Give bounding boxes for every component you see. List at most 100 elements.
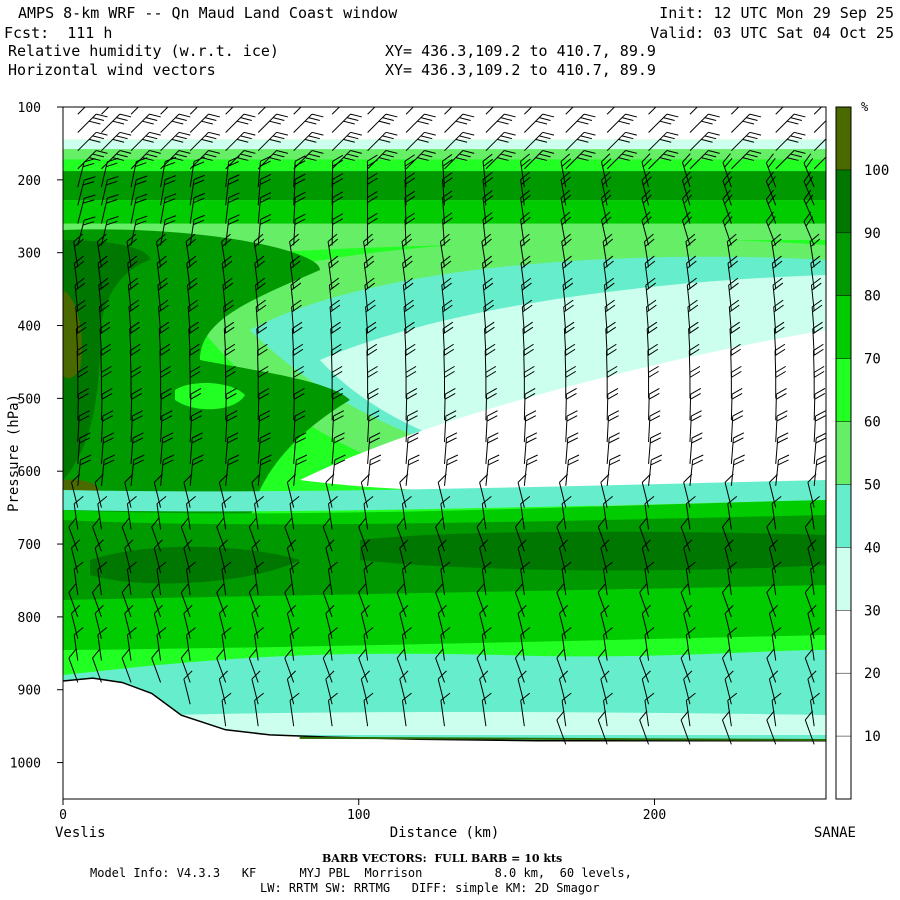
wind-barb-10-13-flag-0 — [521, 277, 532, 286]
wind-barb-14-7 — [293, 365, 304, 399]
wind-barb-8-12 — [481, 233, 492, 268]
wind-barb-2-13-flag-0 — [542, 131, 555, 136]
colorbar-swatch-4 — [836, 358, 851, 422]
wind-barb-3-2-flag-2 — [142, 157, 154, 161]
wind-barb-7-4-shaft — [189, 219, 195, 246]
wind-barb-14-16-flag-1 — [648, 370, 659, 378]
wind-barb-25-3-shaft — [153, 613, 162, 639]
wind-barb-24-9-shaft — [358, 592, 369, 618]
wind-barb-23-20 — [810, 561, 820, 596]
wind-barb-25-15 — [600, 604, 610, 639]
wind-barb-2-4-flag-0 — [208, 131, 220, 136]
wind-barb-29-8-shaft — [328, 700, 333, 727]
wind-barb-12-15-flag-0 — [605, 321, 616, 330]
wind-barb-11-12-flag-0 — [483, 299, 494, 308]
wind-barb-25-5-flag-0 — [219, 604, 228, 614]
wind-barb-9-1-flag-0 — [97, 255, 108, 264]
wind-barb-3-5-flag-0 — [243, 150, 256, 154]
wind-barb-20-10 — [401, 496, 412, 530]
wind-barb-4-0-shaft — [77, 161, 85, 188]
wind-barb-8-3-flag-0 — [156, 233, 166, 242]
wind-barb-25-2 — [124, 604, 134, 639]
wind-barb-8-4 — [185, 233, 197, 268]
wind-barb-3-6-flag-0 — [276, 150, 289, 154]
wind-barb-2-19-flag-1 — [790, 135, 803, 140]
rh-region-mid-10 — [175, 383, 245, 410]
wind-barb-8-20 — [809, 233, 821, 268]
wind-barb-29-9-shaft — [363, 700, 369, 727]
model-info-line1: Model Info: V4.3.3 KF MYJ PBL Morrison 8… — [90, 866, 632, 880]
wind-barb-0-17-shaft — [689, 107, 709, 115]
wind-barb-15-1 — [100, 388, 113, 421]
wind-barb-16-0-flag-0 — [78, 410, 90, 417]
wind-barb-17-8 — [331, 432, 345, 464]
wind-barb-2-19-shaft — [775, 131, 795, 152]
wind-barb-10-10-shaft — [402, 285, 407, 312]
wind-barb-19-14-shaft — [558, 482, 567, 508]
wind-barb-8-16-shaft — [643, 241, 650, 268]
wind-barb-4-18-shaft — [722, 162, 732, 188]
wind-barb-23-17 — [685, 561, 696, 596]
wind-barb-28-8-shaft — [325, 678, 333, 705]
wind-barb-14-3-flag-0 — [160, 365, 171, 373]
wind-barb-24-14 — [556, 583, 567, 618]
wind-barb-15-15-flag-0 — [607, 388, 619, 395]
wind-barb-8-20-flag-0 — [809, 233, 820, 242]
wind-barb-9-12-flag-0 — [482, 255, 492, 264]
wind-barb-15-9-flag-0 — [368, 388, 379, 395]
wind-barb-26-15-flag-0 — [603, 627, 613, 636]
wind-barb-26-1-shaft — [97, 634, 102, 661]
wind-barb-6-18-flag-0 — [722, 189, 731, 200]
wind-barb-17-17-flag-1 — [691, 437, 703, 444]
wind-barb-11-20-flag-1 — [812, 304, 823, 313]
wind-barb-5-10 — [404, 172, 416, 206]
wind-barb-2-2 — [130, 131, 161, 152]
wind-barb-3-20 — [813, 150, 826, 170]
wind-barb-24-4 — [180, 583, 191, 618]
wind-barb-14-10-flag-0 — [405, 365, 417, 373]
wind-barb-15-1-flag-1 — [101, 393, 113, 400]
wind-barb-18-9-flag-0 — [370, 454, 382, 461]
wind-barb-23-1 — [97, 561, 108, 596]
wind-barb-22-10 — [399, 539, 409, 574]
wind-barb-23-8-flag-0 — [328, 561, 338, 570]
wind-barb-19-10-flag-0 — [399, 473, 409, 483]
wind-barb-7-8-flag-1 — [332, 218, 344, 225]
wind-barb-10-14-shaft — [562, 285, 567, 312]
wind-barb-3-17-shaft — [689, 150, 709, 170]
wind-barb-21-17 — [680, 517, 691, 552]
wind-barb-21-15-flag-0 — [597, 517, 606, 528]
wind-barb-1-12-shaft — [485, 113, 505, 133]
wind-barb-18-17-shaft — [689, 459, 694, 486]
wind-barb-15-11-shaft — [444, 394, 446, 421]
wind-barb-13-14-flag-0 — [564, 343, 576, 351]
wind-barb-8-7-shaft — [289, 241, 295, 268]
wind-barb-11-7-flag-0 — [291, 299, 302, 308]
wind-barb-26-5 — [221, 627, 232, 661]
wind-barb-7-19-flag-0 — [765, 211, 774, 222]
wind-barb-13-10-shaft — [404, 350, 407, 377]
wind-barb-7-3-shaft — [160, 219, 166, 246]
wind-barb-9-10-flag-1 — [403, 260, 413, 269]
wind-barb-8-8-shaft — [327, 241, 333, 268]
wind-barb-26-5-flag-0 — [221, 627, 232, 636]
wind-barb-12-0-flag-1 — [76, 326, 87, 335]
wind-barb-5-5 — [225, 174, 240, 206]
wind-barb-13-11-flag-0 — [443, 343, 454, 351]
wind-barb-4-5-flag-0 — [228, 156, 240, 162]
wind-barb-25-12-flag-0 — [479, 604, 489, 614]
wind-barb-6-3 — [160, 193, 177, 224]
wind-barb-8-11-flag-1 — [440, 238, 451, 247]
wind-barb-0-17 — [689, 107, 709, 115]
wind-barb-11-9-flag-1 — [365, 304, 376, 313]
wind-barb-13-7-flag-1 — [292, 348, 304, 356]
wind-barb-15-14-flag-1 — [566, 393, 577, 400]
wind-barb-18-15-shaft — [606, 459, 611, 486]
wind-barb-8-15-flag-1 — [603, 238, 614, 247]
wind-barb-25-11 — [437, 604, 447, 639]
wind-barb-29-5-flag-0 — [221, 692, 232, 701]
wind-barb-7-19-shaft — [765, 220, 777, 246]
wind-barb-19-19 — [768, 473, 779, 508]
wind-barb-8-17 — [685, 233, 696, 268]
wind-barb-5-17-flag-0 — [682, 171, 691, 181]
